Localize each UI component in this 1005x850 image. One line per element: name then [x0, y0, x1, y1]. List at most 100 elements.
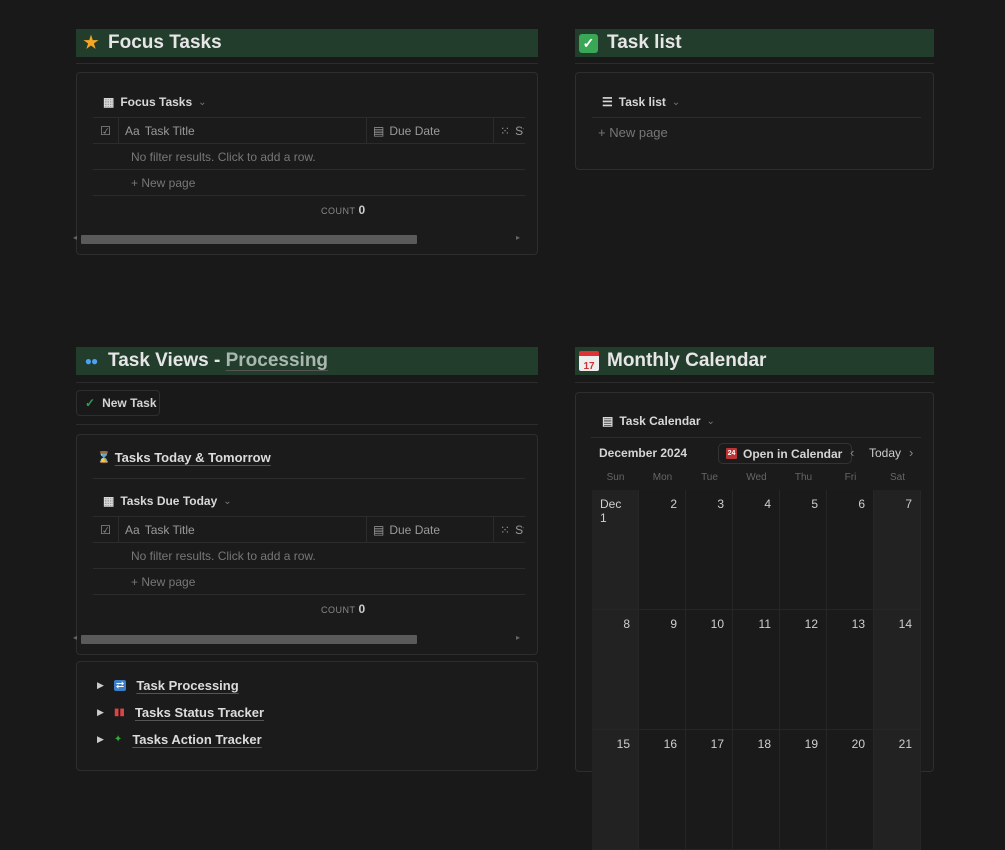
calendar-day-cell[interactable]: 15	[592, 730, 639, 850]
calendar-day-cell[interactable]: 19	[780, 730, 827, 850]
calendar-day-cell[interactable]: 20	[827, 730, 874, 850]
divider	[76, 424, 538, 425]
action-icon: ✦	[113, 734, 123, 745]
column-status[interactable]: ⁙St	[500, 522, 524, 537]
calendar-day-cell[interactable]: 21	[874, 730, 921, 850]
scroll-right-icon[interactable]: ▸	[516, 233, 521, 242]
task-views-title: Task Views -	[108, 350, 221, 371]
today-button[interactable]: Today	[869, 446, 902, 460]
view-selector[interactable]: ▦ Focus Tasks ⌄	[103, 95, 207, 109]
view-selector[interactable]: ▤ Task Calendar ⌄	[602, 414, 715, 428]
new-page-button[interactable]: + New page	[592, 117, 921, 143]
next-month-icon[interactable]: ›	[909, 445, 914, 460]
calendar-day-cell[interactable]: 14	[874, 610, 921, 730]
calendar-day-cell[interactable]: 5	[780, 490, 827, 610]
checkbox-column-icon[interactable]: ☑	[93, 517, 119, 542]
divider	[76, 63, 538, 64]
chevron-down-icon: ⌄	[706, 415, 715, 427]
view-selector[interactable]: ☰ Task list ⌄	[602, 95, 680, 109]
calendar-day-cell[interactable]: Dec 1	[592, 490, 639, 610]
focus-tasks-header: ★ Focus Tasks	[76, 29, 538, 57]
divider	[76, 382, 538, 383]
calendar-day-cell[interactable]: 2	[639, 490, 686, 610]
view-name: Task list	[618, 95, 666, 109]
dots-icon: ●●	[84, 354, 99, 368]
toggle-tasks-status-tracker[interactable]: ▶ ▮▮ Tasks Status Tracker	[97, 705, 264, 720]
triangle-right-icon[interactable]: ▶	[97, 734, 104, 744]
toggle-tasks-action-tracker[interactable]: ▶ ✦ Tasks Action Tracker	[97, 732, 262, 747]
prev-month-icon[interactable]: ‹	[850, 445, 855, 460]
weekday-label: Sat	[889, 472, 905, 483]
focus-tasks-database: ▦ Focus Tasks ⌄ ☑ Aa Task Title ▤ Due Date ⁙…	[73, 72, 538, 255]
weekday-label: Wed	[746, 472, 767, 483]
toggle-label[interactable]: Tasks Action Tracker	[132, 732, 262, 747]
column-due-date[interactable]: ▤ Due Date	[367, 118, 494, 143]
calendar-icon: ▤	[373, 522, 385, 537]
horizontal-scrollbar[interactable]	[81, 235, 417, 244]
toggle-task-processing[interactable]: ▶ ⇄ Task Processing	[97, 678, 239, 693]
view-name: Task Calendar	[619, 414, 701, 428]
calendar-app-icon: 24	[726, 448, 737, 459]
column-task-title[interactable]: Aa Task Title	[119, 118, 367, 143]
count-summary[interactable]: COUNT 0	[321, 203, 366, 217]
tasks-today-link[interactable]: Tasks Today & Tomorrow	[114, 450, 271, 465]
plus-icon: +	[598, 125, 610, 140]
triangle-right-icon[interactable]: ▶	[97, 707, 104, 717]
status-icon: ⁙	[500, 123, 511, 138]
calendar-day-cell[interactable]: 3	[686, 490, 733, 610]
month-label: December 2024	[599, 446, 688, 460]
toggle-label[interactable]: Tasks Status Tracker	[134, 705, 265, 720]
bar-chart-icon: ▮▮	[113, 707, 125, 718]
calendar-icon: 17	[579, 351, 599, 372]
empty-state[interactable]: No filter results. Click to add a row.	[93, 143, 525, 169]
triangle-right-icon[interactable]: ▶	[97, 680, 104, 690]
scroll-right-icon[interactable]: ▸	[516, 633, 521, 642]
focus-tasks-title: Focus Tasks	[108, 32, 222, 53]
checkbox-column-icon[interactable]: ☑	[93, 118, 119, 143]
weekday-label: Mon	[652, 472, 673, 483]
divider	[575, 63, 934, 64]
list-icon: ☰	[602, 95, 613, 109]
calendar-day-cell[interactable]: 6	[827, 490, 874, 610]
calendar-day-cell[interactable]: 7	[874, 490, 921, 610]
horizontal-scrollbar[interactable]	[81, 635, 417, 644]
calendar-day-cell[interactable]: 17	[686, 730, 733, 850]
monthly-calendar-title: Monthly Calendar	[607, 350, 767, 371]
view-name: Tasks Due Today	[120, 494, 218, 508]
new-page-button[interactable]: + New page	[93, 568, 525, 594]
calendar-day-cell[interactable]: 4	[733, 490, 780, 610]
weekday-label: Fri	[844, 472, 857, 483]
empty-state[interactable]: No filter results. Click to add a row.	[93, 542, 525, 568]
task-list-database: ☰ Task list ⌄ + New page	[575, 72, 934, 170]
view-selector[interactable]: ▦ Tasks Due Today ⌄	[103, 494, 232, 508]
calendar-day-cell[interactable]: 13	[827, 610, 874, 730]
column-task-title[interactable]: Aa Task Title	[119, 517, 367, 542]
calendar-day-cell[interactable]: 12	[780, 610, 827, 730]
toggle-list: ▶ ⇄ Task Processing ▶ ▮▮ Tasks Status Tracke…	[76, 661, 538, 771]
status-icon: ⁙	[500, 522, 511, 537]
chevron-down-icon: ⌄	[198, 96, 207, 108]
calendar-day-cell[interactable]: 18	[733, 730, 780, 850]
table-icon: ▦	[103, 494, 115, 508]
calendar-day-cell[interactable]: 9	[639, 610, 686, 730]
linked-page[interactable]: ⌛ Tasks Today & Tomorrow	[97, 450, 271, 465]
calendar-day-cell[interactable]: 8	[592, 610, 639, 730]
scroll-left-icon[interactable]: ◂	[73, 233, 78, 242]
new-page-button[interactable]: + New page	[93, 169, 525, 195]
processing-link[interactable]: Processing	[225, 350, 329, 371]
calendar-day-cell[interactable]: 16	[639, 730, 686, 850]
calendar-day-cell[interactable]: 10	[686, 610, 733, 730]
scroll-left-icon[interactable]: ◂	[73, 633, 78, 642]
column-due-date[interactable]: ▤ Due Date	[367, 517, 494, 542]
calendar-day-cell[interactable]: 11	[733, 610, 780, 730]
open-in-calendar-button[interactable]: 24 Open in Calendar	[718, 443, 853, 464]
toggle-label[interactable]: Task Processing	[136, 678, 239, 693]
count-summary[interactable]: COUNT 0	[321, 602, 366, 616]
column-status[interactable]: ⁙St	[500, 123, 524, 138]
new-task-button[interactable]: ✓ New Task	[76, 390, 160, 416]
table-icon: ▦	[103, 95, 115, 109]
hourglass-icon: ⌛	[97, 452, 111, 464]
processing-icon: ⇄	[113, 680, 127, 691]
